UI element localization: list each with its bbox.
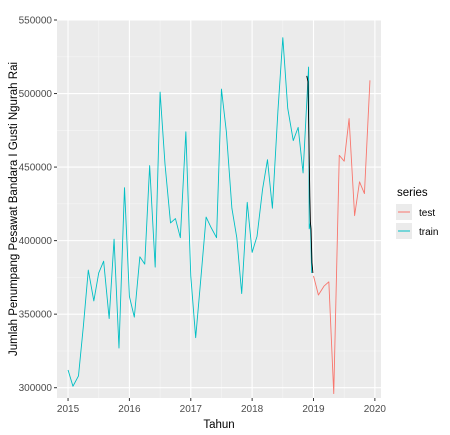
series-line-train [67, 37, 313, 387]
major-gridlines [57, 19, 381, 398]
plot-panel [57, 20, 381, 398]
legend-label-test: test [419, 208, 435, 219]
minor-gridlines [57, 20, 381, 398]
y-tick-label: 400000 [19, 236, 53, 247]
x-tick-label: 2019 [302, 404, 325, 415]
series-line-test [313, 80, 371, 395]
x-axis: 2015 2016 2017 2018 2019 2020 [57, 398, 387, 415]
x-tick-label: 2020 [364, 404, 387, 415]
series-line-transition [306, 75, 314, 274]
y-tick-label: 350000 [19, 310, 53, 321]
legend-label-train: train [419, 227, 438, 238]
y-tick-label: 300000 [19, 383, 53, 394]
x-tick-label: 2015 [57, 404, 80, 415]
y-axis-title: Jumlah Penumpang Pesawat Bandara I Gusti… [8, 62, 20, 356]
x-tick-label: 2018 [241, 404, 264, 415]
x-axis-title: Tahun [203, 419, 234, 431]
legend-title: series [397, 187, 428, 199]
y-tick-label: 450000 [19, 163, 53, 174]
legend: series test train [396, 187, 438, 239]
x-tick-label: 2017 [180, 404, 203, 415]
y-tick-label: 550000 [19, 16, 53, 27]
y-tick-label: 500000 [19, 89, 53, 100]
x-tick-label: 2016 [118, 404, 141, 415]
y-axis: 300000 350000 400000 450000 500000 550000 [19, 16, 57, 394]
series-lines [67, 37, 371, 395]
